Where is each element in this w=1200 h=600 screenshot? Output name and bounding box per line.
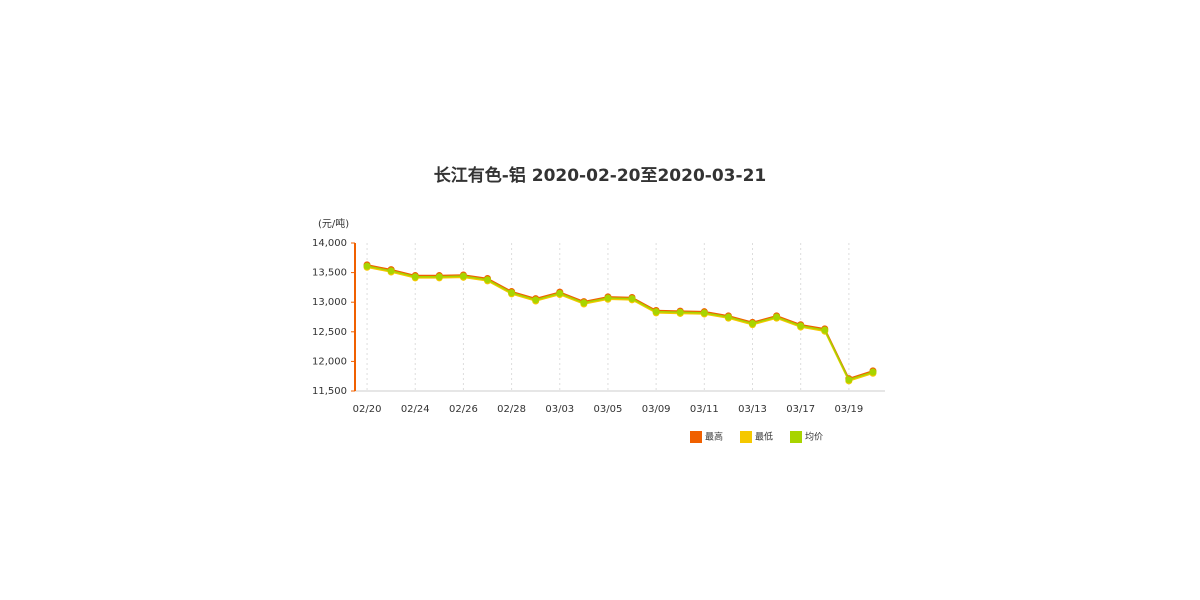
data-point	[604, 294, 612, 302]
data-point	[435, 273, 443, 281]
data-point	[459, 272, 467, 280]
x-tick-label: 02/28	[497, 404, 526, 415]
x-tick-label: 02/20	[353, 404, 382, 415]
x-tick-label: 02/26	[449, 404, 478, 415]
data-point	[676, 308, 684, 316]
data-point	[411, 273, 419, 281]
x-tick-label: 02/24	[401, 404, 430, 415]
data-point	[724, 313, 732, 321]
y-tick-label: 13,500	[312, 268, 347, 279]
y-tick-label: 13,000	[312, 297, 347, 308]
y-tick-label: 12,000	[312, 356, 347, 367]
legend-label: 均价	[805, 431, 823, 443]
legend-swatch	[690, 431, 702, 443]
data-point	[508, 289, 516, 297]
data-point	[532, 296, 540, 304]
legend-swatch	[740, 431, 752, 443]
series-line	[366, 266, 874, 382]
data-point	[484, 276, 491, 284]
legend-label: 最低	[755, 431, 773, 443]
data-point	[652, 308, 660, 316]
data-point	[773, 313, 781, 321]
x-tick-label: 03/13	[738, 404, 767, 415]
y-axis-label: (元/吨)	[318, 217, 349, 230]
y-tick-label: 14,000	[312, 238, 347, 249]
data-point	[363, 262, 371, 270]
series-line	[366, 265, 874, 381]
data-point	[821, 326, 829, 334]
data-point	[845, 376, 853, 384]
data-point	[387, 267, 395, 275]
x-tick-label: 03/11	[690, 404, 719, 415]
data-point	[797, 322, 805, 330]
chart-title: 长江有色-铝 2020-02-20至2020-03-21	[434, 165, 766, 186]
data-point	[628, 295, 636, 303]
x-tick-label: 03/05	[594, 404, 623, 415]
x-tick-label: 03/19	[834, 404, 863, 415]
legend-swatch	[790, 431, 802, 443]
data-point	[556, 289, 564, 297]
y-tick-label: 11,500	[312, 386, 347, 397]
y-tick-label: 12,500	[312, 327, 347, 338]
legend-label: 最高	[705, 431, 723, 443]
data-point	[580, 299, 588, 307]
x-tick-label: 03/17	[786, 404, 815, 415]
x-tick-label: 03/03	[545, 404, 574, 415]
series-line	[366, 264, 874, 380]
x-tick-label: 03/09	[642, 404, 671, 415]
data-point	[749, 320, 756, 328]
data-point	[700, 309, 708, 317]
data-point	[869, 368, 877, 376]
